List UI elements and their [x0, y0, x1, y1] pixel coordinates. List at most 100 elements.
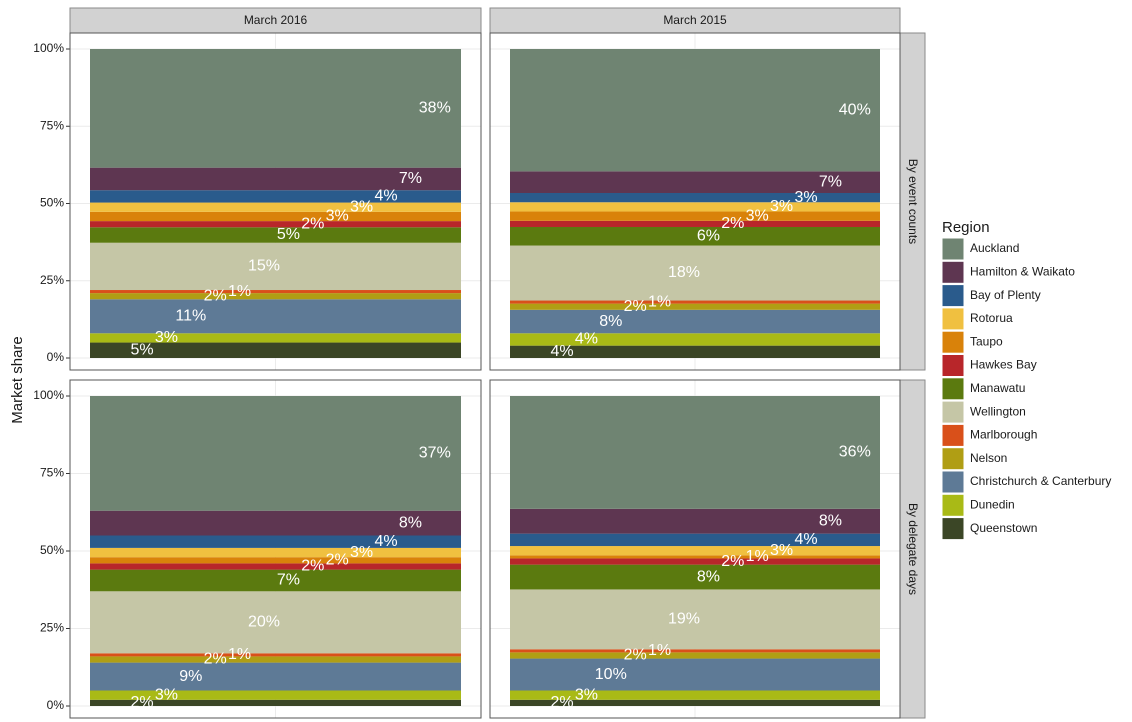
- value-label: 4%: [794, 531, 817, 548]
- value-label: 38%: [419, 100, 451, 117]
- bar-segment: [90, 591, 461, 654]
- bar-segment: [90, 396, 461, 511]
- y-tick-label: 75%: [40, 118, 64, 132]
- value-label: 7%: [399, 170, 422, 187]
- legend-label: Marlborough: [970, 428, 1037, 442]
- value-label: 6%: [697, 227, 720, 244]
- legend-label: Auckland: [970, 241, 1019, 255]
- bar-segment: [90, 290, 461, 294]
- panel-border: [69, 379, 482, 719]
- bar-segment: [510, 220, 880, 227]
- legend-label: Bay of Plenty: [970, 288, 1041, 302]
- value-label: 3%: [770, 198, 793, 215]
- value-label: 10%: [595, 666, 627, 683]
- bar-segment: [90, 557, 461, 564]
- legend-key: [941, 423, 965, 447]
- legend-label: Christchurch & Canterbury: [970, 474, 1111, 488]
- bar-segment: [90, 699, 461, 706]
- legend-key: [941, 400, 965, 424]
- legend-label: Hamilton & Waikato: [970, 264, 1075, 278]
- bar-segment: [510, 300, 880, 304]
- value-label: 3%: [155, 686, 178, 703]
- bar-segment: [510, 546, 880, 556]
- bar-segment: [510, 192, 880, 203]
- row-strip: [899, 32, 926, 371]
- panel-border: [489, 379, 901, 719]
- row-strip: [899, 379, 926, 719]
- value-label: 2%: [301, 558, 324, 575]
- y-tick-label: 0%: [47, 698, 65, 712]
- legend-key: [941, 447, 965, 471]
- legend-label: Taupo: [970, 334, 1003, 348]
- value-label: 11%: [175, 308, 206, 325]
- legend-key: [941, 307, 965, 331]
- y-tick-label: 75%: [40, 466, 64, 480]
- legend-key: [941, 284, 965, 308]
- bar-segment: [510, 333, 880, 346]
- value-label: 4%: [550, 343, 573, 360]
- legend-label: Rotorua: [970, 311, 1013, 325]
- value-label: 15%: [248, 258, 280, 275]
- bar-segment: [90, 202, 461, 212]
- value-label: 1%: [228, 283, 251, 300]
- y-tick-label: 100%: [33, 41, 64, 55]
- bar-segment: [510, 345, 880, 358]
- bar-segment: [510, 171, 880, 193]
- bar-segment: [510, 555, 880, 559]
- bar-segment: [90, 510, 461, 536]
- value-label: 4%: [374, 188, 397, 205]
- value-label: 3%: [794, 189, 817, 206]
- value-label: 1%: [648, 642, 671, 659]
- legend-label: Nelson: [970, 451, 1007, 465]
- y-tick-label: 50%: [40, 196, 64, 210]
- bar-segment: [90, 563, 461, 570]
- bar-segment: [510, 396, 880, 509]
- column-strip: [69, 7, 482, 34]
- y-tick-label: 25%: [40, 273, 64, 287]
- bar-segment: [510, 211, 880, 221]
- value-label: 7%: [819, 173, 842, 190]
- value-label: 18%: [668, 264, 700, 281]
- value-label: 37%: [419, 445, 451, 462]
- bar-segment: [90, 293, 461, 300]
- bar-segment: [90, 242, 461, 291]
- legend-key: [941, 517, 965, 541]
- legend-key: [941, 237, 965, 261]
- value-label: 2%: [301, 215, 324, 232]
- row-strip-label: By event counts: [906, 159, 920, 244]
- value-label: 36%: [839, 444, 871, 461]
- bar-segment: [90, 49, 461, 168]
- y-tick-label: 25%: [40, 621, 64, 635]
- value-label: 1%: [746, 548, 769, 565]
- y-tick-label: 50%: [40, 543, 64, 557]
- value-label: 8%: [697, 568, 720, 585]
- value-label: 2%: [550, 694, 573, 711]
- legend-label: Wellington: [970, 404, 1026, 418]
- y-tick-label: 100%: [33, 388, 64, 402]
- value-label: 5%: [130, 341, 153, 358]
- legend-key: [941, 470, 965, 494]
- column-strip-label: March 2016: [244, 13, 308, 27]
- legend-key: [941, 260, 965, 284]
- value-label: 1%: [228, 646, 251, 663]
- value-label: 3%: [155, 329, 178, 346]
- value-label: 2%: [204, 651, 227, 668]
- bar-segment: [510, 564, 880, 590]
- value-label: 8%: [599, 313, 622, 330]
- bar-segment: [510, 690, 880, 700]
- value-label: 8%: [819, 512, 842, 529]
- bar-segment: [90, 656, 461, 663]
- bar-segment: [90, 569, 461, 592]
- bar-segment: [510, 49, 880, 172]
- legend-label: Hawkes Bay: [970, 358, 1037, 372]
- value-label: 4%: [374, 533, 397, 550]
- column-strip: [489, 7, 901, 34]
- bar-segment: [90, 190, 461, 203]
- bar-segment: [510, 649, 880, 653]
- value-label: 2%: [624, 647, 647, 664]
- value-label: 40%: [839, 101, 871, 118]
- bar-segment: [510, 202, 880, 212]
- value-label: 3%: [575, 686, 598, 703]
- value-label: 9%: [179, 668, 202, 685]
- bar-segment: [510, 226, 880, 246]
